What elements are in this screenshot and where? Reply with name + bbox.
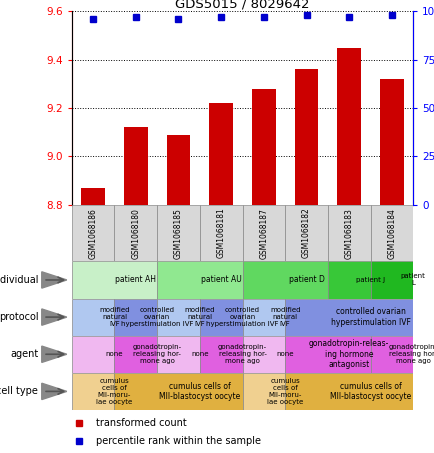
Text: GSM1068182: GSM1068182 bbox=[301, 207, 310, 259]
Text: GSM1068184: GSM1068184 bbox=[387, 207, 395, 259]
Text: cell type: cell type bbox=[0, 386, 38, 396]
Bar bbox=[370, 261, 412, 299]
Bar bbox=[242, 336, 285, 373]
Bar bbox=[114, 336, 157, 373]
Bar bbox=[114, 205, 157, 261]
Polygon shape bbox=[42, 272, 67, 288]
Text: gonadotropin-
releasing hor-
mone ago: gonadotropin- releasing hor- mone ago bbox=[217, 344, 266, 364]
Text: gonadotropin-
releasing hor-
mone ago: gonadotropin- releasing hor- mone ago bbox=[388, 344, 434, 364]
Text: modified
natural
IVF: modified natural IVF bbox=[270, 307, 300, 327]
Text: GSM1068187: GSM1068187 bbox=[259, 207, 268, 259]
Polygon shape bbox=[42, 383, 67, 400]
Bar bbox=[285, 205, 327, 261]
Polygon shape bbox=[42, 309, 67, 325]
Bar bbox=[242, 373, 285, 410]
Polygon shape bbox=[42, 346, 67, 362]
Text: none: none bbox=[105, 351, 123, 357]
Text: none: none bbox=[191, 351, 208, 357]
Text: cumulus cells of
MII-blastocyst oocyte: cumulus cells of MII-blastocyst oocyte bbox=[159, 382, 240, 401]
Bar bbox=[327, 205, 370, 261]
Bar bbox=[337, 48, 360, 205]
Text: modified
natural
IVF: modified natural IVF bbox=[184, 307, 214, 327]
Bar bbox=[81, 188, 105, 205]
Bar bbox=[157, 205, 199, 261]
Text: cumulus
cells of
MII-moru-
lae oocyte: cumulus cells of MII-moru- lae oocyte bbox=[96, 378, 132, 405]
Bar bbox=[285, 336, 370, 373]
Text: gonadotropin-
releasing hor-
mone ago: gonadotropin- releasing hor- mone ago bbox=[132, 344, 181, 364]
Text: percentile rank within the sample: percentile rank within the sample bbox=[95, 436, 260, 446]
Text: GSM1068183: GSM1068183 bbox=[344, 207, 353, 259]
Bar bbox=[124, 127, 147, 205]
Text: individual: individual bbox=[0, 275, 38, 285]
Bar bbox=[294, 69, 318, 205]
Bar bbox=[157, 261, 242, 299]
Text: controlled
ovarian
hyperstimulation IVF: controlled ovarian hyperstimulation IVF bbox=[121, 307, 193, 327]
Bar bbox=[252, 89, 275, 205]
Text: patient AU: patient AU bbox=[201, 275, 241, 284]
Text: GSM1068181: GSM1068181 bbox=[216, 207, 225, 259]
Text: GSM1068180: GSM1068180 bbox=[131, 207, 140, 259]
Title: GDS5015 / 8029642: GDS5015 / 8029642 bbox=[175, 0, 309, 10]
Text: GSM1068186: GSM1068186 bbox=[89, 207, 97, 259]
Bar bbox=[242, 299, 285, 336]
Text: controlled ovarian
hyperstimulation IVF: controlled ovarian hyperstimulation IVF bbox=[330, 308, 410, 327]
Text: patient
L: patient L bbox=[400, 274, 425, 286]
Bar bbox=[72, 205, 114, 261]
Text: protocol: protocol bbox=[0, 312, 38, 322]
Text: agent: agent bbox=[10, 349, 38, 359]
Bar bbox=[209, 103, 232, 205]
Bar bbox=[114, 299, 157, 336]
Bar bbox=[199, 205, 242, 261]
Text: GSM1068185: GSM1068185 bbox=[174, 207, 183, 259]
Text: none: none bbox=[276, 351, 293, 357]
Text: transformed count: transformed count bbox=[95, 418, 186, 428]
Bar bbox=[199, 336, 242, 373]
Bar bbox=[72, 336, 114, 373]
Bar bbox=[370, 205, 412, 261]
Bar bbox=[370, 336, 412, 373]
Bar bbox=[242, 205, 285, 261]
Text: controlled
ovarian
hyperstimulation IVF: controlled ovarian hyperstimulation IVF bbox=[206, 307, 278, 327]
Bar bbox=[166, 135, 190, 205]
Text: patient AH: patient AH bbox=[115, 275, 156, 284]
Text: cumulus cells of
MII-blastocyst oocyte: cumulus cells of MII-blastocyst oocyte bbox=[329, 382, 410, 401]
Bar bbox=[72, 261, 157, 299]
Bar bbox=[72, 373, 114, 410]
Bar bbox=[327, 261, 370, 299]
Text: modified
natural
IVF: modified natural IVF bbox=[99, 307, 129, 327]
Bar bbox=[285, 299, 412, 336]
Text: patient J: patient J bbox=[355, 277, 384, 283]
Bar bbox=[242, 261, 327, 299]
Bar bbox=[72, 299, 114, 336]
Bar bbox=[199, 299, 242, 336]
Bar bbox=[157, 299, 199, 336]
Bar bbox=[285, 373, 412, 410]
Text: cumulus
cells of
MII-moru-
lae oocyte: cumulus cells of MII-moru- lae oocyte bbox=[266, 378, 302, 405]
Bar bbox=[157, 336, 199, 373]
Text: patient D: patient D bbox=[288, 275, 324, 284]
Bar bbox=[379, 79, 403, 205]
Bar bbox=[114, 373, 242, 410]
Text: gonadotropin-releas-
ing hormone
antagonist: gonadotropin-releas- ing hormone antagon… bbox=[308, 339, 388, 369]
